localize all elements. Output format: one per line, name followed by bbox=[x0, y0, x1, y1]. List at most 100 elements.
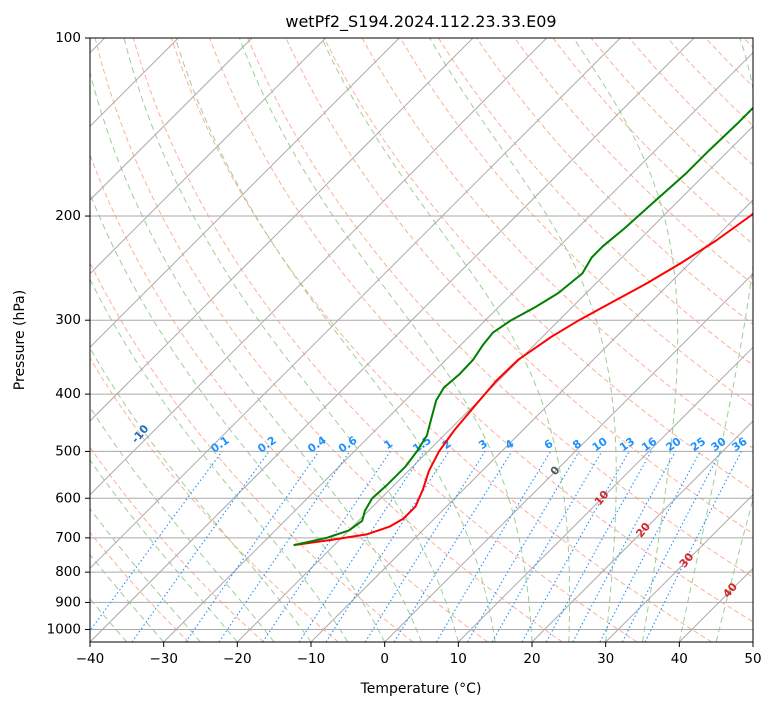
mixing-ratio-line bbox=[185, 451, 320, 642]
moist-adiabat-line bbox=[321, 38, 571, 642]
x-tick-label: −20 bbox=[223, 651, 252, 667]
y-tick-label: 900 bbox=[55, 594, 81, 610]
dry-adiabat-line bbox=[90, 153, 488, 642]
dry-adiabat-line bbox=[514, 38, 753, 285]
dry-adiabat-line bbox=[743, 38, 753, 49]
x-tick-label: 40 bbox=[671, 651, 688, 667]
isotherm-line bbox=[678, 567, 753, 642]
chart-title: wetPf2_S194.2024.112.23.33.E09 bbox=[285, 12, 556, 32]
isotherm-line bbox=[90, 38, 400, 349]
moist-adiabat-line bbox=[90, 598, 128, 642]
isotherm-line bbox=[90, 38, 695, 642]
isotherm-line bbox=[236, 125, 753, 642]
dry-adiabat-line bbox=[590, 38, 753, 206]
series-layer bbox=[293, 106, 753, 547]
moist-adiabat-line bbox=[429, 38, 617, 642]
isotherm-line bbox=[384, 272, 753, 642]
moist-adiabat-line bbox=[752, 640, 753, 642]
moist-adiabat-line bbox=[90, 459, 238, 642]
y-tick-label: 1000 bbox=[47, 622, 81, 638]
mixing-ratio-label: 0.6 bbox=[336, 433, 360, 455]
moist-adiabat-line bbox=[90, 406, 275, 642]
x-tick-label: −40 bbox=[76, 651, 105, 667]
isotherm-line bbox=[752, 641, 753, 642]
mixing-ratio-line bbox=[644, 451, 742, 642]
mixing-ratio-label: 0.2 bbox=[255, 434, 278, 456]
mixing-ratio-line bbox=[218, 451, 351, 642]
x-tick-label: −30 bbox=[149, 651, 178, 667]
mixing-ratio-label: 0.1 bbox=[208, 434, 231, 456]
mixing-ratio-line bbox=[621, 451, 722, 642]
mixing-ratio-line bbox=[325, 451, 450, 642]
mixing-ratio-line bbox=[435, 451, 552, 642]
grid-layer: 0.10.20.40.611.52346810131620253036-100-… bbox=[90, 38, 753, 642]
x-tick-label: −10 bbox=[297, 651, 326, 667]
dry-adiabat-line bbox=[437, 38, 753, 366]
x-tick-label: 20 bbox=[523, 651, 540, 667]
x-tick-label: 30 bbox=[597, 651, 614, 667]
isotherm-line bbox=[90, 38, 621, 570]
dry-adiabat-line bbox=[247, 38, 753, 578]
mixing-ratio-line bbox=[393, 451, 513, 642]
isotherm-line bbox=[163, 51, 753, 642]
mixing-ratio-line bbox=[90, 451, 223, 632]
isotherm-line bbox=[531, 420, 753, 642]
isotherm-line bbox=[90, 38, 327, 275]
moist-adiabat-line bbox=[90, 507, 201, 642]
isotherm-line bbox=[457, 346, 753, 642]
moist-adiabat-line bbox=[90, 70, 422, 642]
y-tick-label: 600 bbox=[55, 490, 81, 506]
y-tick-label: 700 bbox=[55, 530, 81, 546]
moist-adiabat-line bbox=[678, 38, 753, 642]
dry-adiabat-line bbox=[667, 38, 753, 127]
dry-adiabat-line bbox=[552, 38, 753, 245]
moist-adiabat-line bbox=[90, 192, 386, 642]
mixing-ratio-label: 1 bbox=[382, 437, 396, 452]
mixing-ratio-line bbox=[572, 451, 676, 642]
dry-adiabat-line bbox=[132, 38, 638, 642]
mixing-ratio-line bbox=[298, 451, 425, 642]
dry-adiabat-line bbox=[323, 38, 753, 492]
dry-adiabat-line bbox=[705, 38, 753, 88]
isotherm-line bbox=[310, 199, 753, 642]
dry-adiabat-label: -10 bbox=[129, 422, 152, 446]
isotherm-line bbox=[90, 38, 474, 422]
moist-adiabat-line bbox=[573, 38, 679, 642]
moist-adiabat-line bbox=[90, 347, 312, 642]
dry-adiabat-line bbox=[90, 531, 190, 642]
moist-adiabat-line bbox=[174, 38, 496, 642]
dry-adiabat-line bbox=[209, 38, 753, 623]
moist-adiabat-line bbox=[123, 38, 459, 642]
x-axis-label: Temperature (°C) bbox=[360, 681, 482, 697]
dry-adiabat-line bbox=[399, 38, 753, 408]
mixing-ratio-line bbox=[467, 451, 580, 642]
moist-adiabat-line bbox=[90, 553, 165, 642]
y-tick-label: 300 bbox=[55, 312, 81, 328]
moist-adiabat-line bbox=[90, 278, 349, 642]
dry-adiabat-line bbox=[90, 357, 339, 642]
mixing-ratio-line bbox=[545, 451, 652, 642]
dry-adiabat-line bbox=[90, 261, 414, 642]
isotherm-line bbox=[90, 38, 548, 496]
y-tick-label: 100 bbox=[55, 30, 81, 46]
x-tick-label: 50 bbox=[744, 651, 761, 667]
mixing-ratio-line bbox=[599, 451, 701, 642]
mixing-ratio-line bbox=[521, 451, 630, 642]
mixing-ratio-label: 0.4 bbox=[305, 433, 329, 455]
mixing-ratio-line bbox=[131, 451, 270, 642]
isotherm-line bbox=[90, 38, 253, 201]
mixing-ratio-line bbox=[262, 451, 391, 642]
dry-adiabat-line bbox=[94, 38, 563, 642]
moist-adiabat-line bbox=[238, 38, 533, 642]
y-tick-label: 200 bbox=[55, 208, 81, 224]
y-axis-label: Pressure (hPa) bbox=[12, 290, 28, 390]
x-tick-label: 0 bbox=[380, 651, 389, 667]
mixing-ratio-label: 4 bbox=[503, 437, 517, 452]
y-tick-label: 500 bbox=[55, 443, 81, 459]
plot-frame bbox=[89, 37, 754, 643]
x-tick-label: 10 bbox=[450, 651, 467, 667]
dry-adiabat-line bbox=[90, 446, 264, 642]
temperature-profile-line bbox=[293, 212, 753, 547]
moist-adiabat-line bbox=[715, 497, 753, 642]
